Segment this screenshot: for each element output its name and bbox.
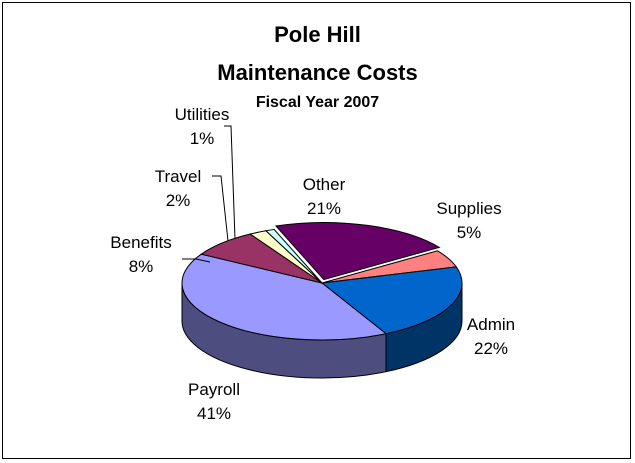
chart-title-line2: Maintenance Costs: [217, 60, 418, 85]
pie-slice-utilities: [264, 228, 323, 284]
chart-title: Pole Hill: [274, 22, 361, 47]
label-pct-travel: 2%: [166, 191, 191, 210]
label-pct-utilities: 1%: [190, 129, 215, 148]
label-travel: Travel: [155, 167, 202, 186]
pie-slice-payroll: [181, 253, 388, 341]
label-supplies: Supplies: [436, 199, 501, 218]
label-pct-admin: 22%: [474, 339, 508, 358]
pie-slice-admin: [320, 266, 463, 335]
label-other: Other: [303, 175, 346, 194]
chart-subtitle: Fiscal Year 2007: [255, 94, 380, 111]
label-utilities: Utilities: [175, 105, 230, 124]
pie-slice-other: [274, 222, 441, 281]
data-labels: Other 21% Supplies 5% Admin 22% Payroll 41% Bene…: [110, 105, 515, 423]
label-admin: Admin: [467, 315, 515, 334]
label-pct-benefits: 8%: [129, 257, 154, 276]
leader-line-utilities: [224, 125, 236, 240]
label-payroll: Payroll: [188, 380, 240, 399]
label-benefits: Benefits: [110, 233, 171, 252]
leader-line-benefits: [182, 258, 211, 263]
label-pct-other: 21%: [307, 199, 341, 218]
label-pct-supplies: 5%: [457, 223, 482, 242]
pie-tops: [181, 222, 463, 341]
leader-line-travel: [212, 175, 229, 242]
label-pct-payroll: 41%: [197, 404, 231, 423]
